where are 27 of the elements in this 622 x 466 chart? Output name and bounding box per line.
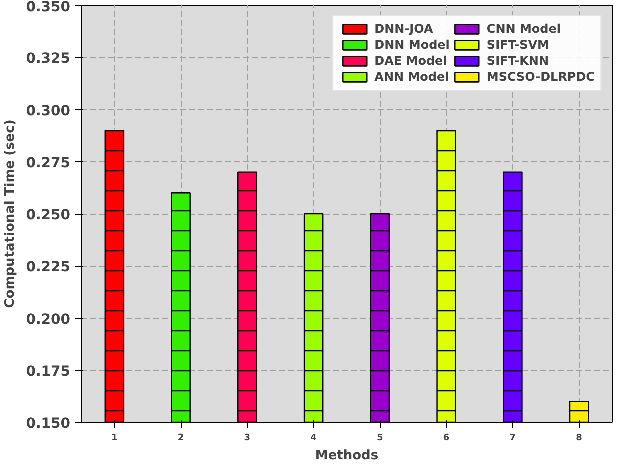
y-tick-label: 0.200: [26, 312, 71, 328]
legend-label: SIFT-KNN: [486, 54, 550, 68]
y-tick-label: 0.225: [26, 260, 71, 276]
x-tick-label: 7: [510, 434, 516, 444]
legend-label: ANN Model: [374, 70, 450, 84]
legend-label: MSCSO-DLRPDC: [486, 70, 595, 84]
legend-label: DNN-JOA: [374, 22, 434, 36]
x-tick-label: 6: [443, 434, 450, 444]
y-tick-label: 0.150: [26, 416, 71, 432]
x-tick-label: 3: [244, 434, 251, 444]
y-tick-label: 0.275: [26, 155, 71, 172]
x-tick-label: 8: [576, 434, 582, 444]
y-tick-label: 0.300: [26, 103, 71, 120]
x-tick-label: 5: [377, 434, 384, 444]
legend-label: SIFT-SVM: [486, 38, 550, 52]
x-axis-title: Methods: [315, 448, 379, 464]
legend-label: CNN Model: [486, 22, 562, 36]
x-tick-label: 2: [178, 434, 184, 444]
y-tick-label: 0.350: [26, 0, 71, 16]
x-tick-label: 4: [310, 434, 317, 444]
x-tick-label: 1: [112, 434, 118, 444]
y-tick-label: 0.325: [26, 51, 71, 68]
legend-label: DAE Model: [374, 54, 448, 68]
legend-label: DNN Model: [374, 38, 450, 52]
y-tick-label: 0.250: [26, 208, 71, 224]
y-tick-label: 0.175: [26, 364, 71, 380]
y-axis-title: Computational Time (sec): [3, 120, 18, 308]
